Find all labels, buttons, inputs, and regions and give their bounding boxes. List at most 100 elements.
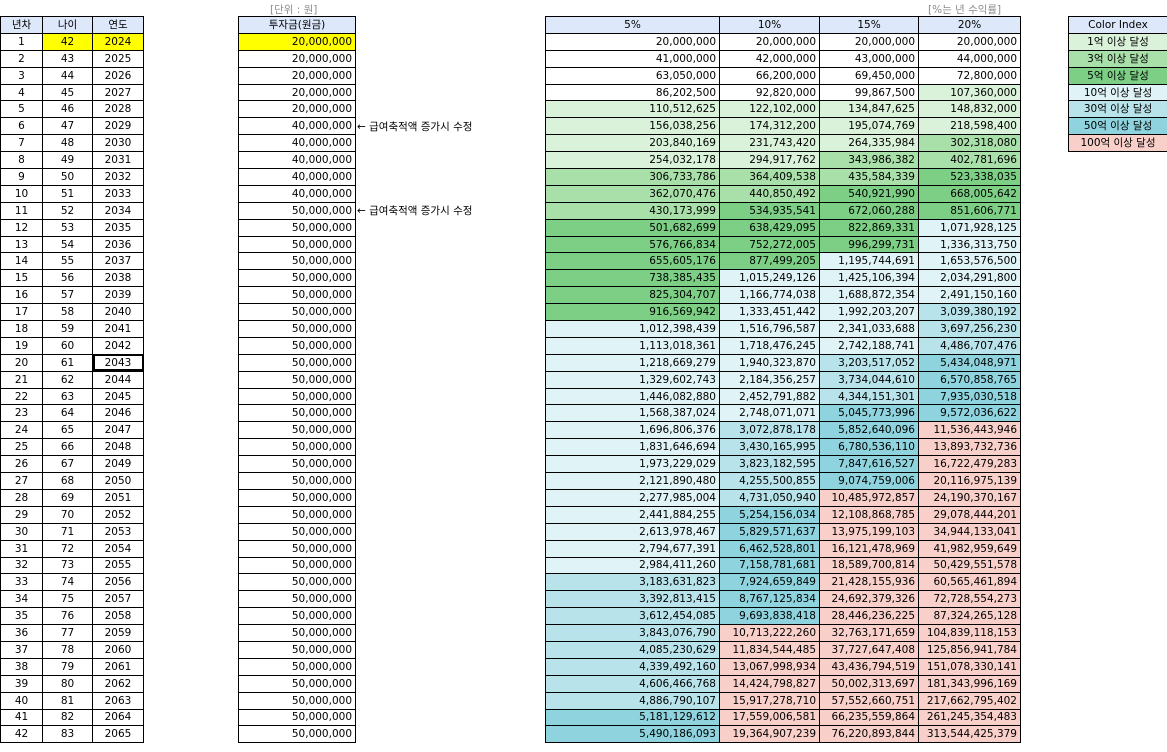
cell-invest[interactable]: 50,000,000 (238, 303, 356, 322)
cell-return-4[interactable]: 60,565,461,894 (918, 573, 1021, 592)
cell-return-4[interactable]: 3,697,256,230 (918, 320, 1021, 338)
cell-age[interactable]: 68 (42, 472, 93, 490)
cell-return-3[interactable]: 16,121,478,969 (819, 539, 919, 558)
cell-age[interactable]: 54 (42, 235, 93, 254)
cell-return-2[interactable]: 3,823,182,595 (719, 455, 820, 474)
header-age[interactable]: 나이 (42, 16, 93, 34)
cell-return-1[interactable]: 1,973,229,029 (545, 455, 720, 474)
cell-invest[interactable]: 50,000,000 (238, 269, 356, 288)
cell-return-1[interactable]: 738,385,435 (545, 269, 720, 288)
cell-return-4[interactable]: 1,336,313,750 (918, 235, 1021, 254)
cell-age[interactable]: 44 (42, 66, 93, 85)
cell-return-2[interactable]: 9,693,838,418 (719, 607, 820, 626)
cell-invest[interactable]: 50,000,000 (238, 336, 356, 355)
cell-return-4[interactable]: 5,434,048,971 (918, 353, 1021, 372)
cell-return-2[interactable]: 364,409,538 (719, 168, 820, 186)
cell-year-no[interactable]: 30 (0, 522, 43, 541)
cell-return-4[interactable]: 302,318,080 (918, 134, 1021, 153)
cell-return-3[interactable]: 9,074,759,006 (819, 472, 919, 490)
cell-invest[interactable]: 50,000,000 (238, 590, 356, 609)
cell-invest[interactable]: 40,000,000 (238, 151, 356, 170)
cell-return-2[interactable]: 638,429,095 (719, 218, 820, 237)
cell-return-1[interactable]: 2,121,890,480 (545, 472, 720, 490)
cell-age[interactable]: 48 (42, 134, 93, 153)
cell-return-2[interactable]: 4,731,050,940 (719, 488, 820, 507)
cell-year-no[interactable]: 35 (0, 607, 43, 626)
cell-return-2[interactable]: 10,713,222,260 (719, 624, 820, 642)
cell-year[interactable]: 2059 (92, 624, 144, 642)
cell-year-no[interactable]: 1 (0, 32, 43, 51)
cell-invest[interactable]: 50,000,000 (238, 404, 356, 423)
cell-age[interactable]: 77 (42, 624, 93, 642)
cell-return-4[interactable]: 16,722,479,283 (918, 455, 1021, 474)
cell-invest[interactable]: 50,000,000 (238, 657, 356, 676)
cell-return-4[interactable]: 50,429,551,578 (918, 556, 1021, 575)
header-rate-4[interactable]: 20% (918, 16, 1021, 34)
cell-year[interactable]: 2035 (92, 218, 144, 237)
cell-return-3[interactable]: 20,000,000 (819, 32, 919, 51)
cell-return-3[interactable]: 24,692,379,326 (819, 590, 919, 609)
cell-invest[interactable]: 20,000,000 (238, 32, 356, 51)
cell-year-no[interactable]: 12 (0, 218, 43, 237)
cell-year-no[interactable]: 24 (0, 421, 43, 440)
cell-return-1[interactable]: 2,613,978,467 (545, 522, 720, 541)
cell-return-1[interactable]: 1,113,018,361 (545, 336, 720, 355)
cell-invest[interactable]: 50,000,000 (238, 573, 356, 592)
cell-year[interactable]: 2050 (92, 472, 144, 490)
cell-return-1[interactable]: 156,038,256 (545, 117, 720, 136)
cell-return-4[interactable]: 313,544,425,379 (918, 725, 1021, 744)
cell-invest[interactable]: 50,000,000 (238, 725, 356, 744)
cell-return-3[interactable]: 435,584,339 (819, 168, 919, 186)
cell-return-3[interactable]: 1,425,106,394 (819, 269, 919, 288)
legend-title[interactable]: Color Index (1068, 16, 1167, 34)
cell-return-1[interactable]: 916,569,942 (545, 303, 720, 322)
cell-year-no[interactable]: 21 (0, 370, 43, 389)
cell-return-2[interactable]: 440,850,492 (719, 184, 820, 203)
cell-return-1[interactable]: 1,218,669,279 (545, 353, 720, 372)
cell-invest[interactable]: 20,000,000 (238, 49, 356, 68)
cell-invest[interactable]: 20,000,000 (238, 66, 356, 85)
cell-return-1[interactable]: 254,032,178 (545, 151, 720, 170)
cell-year[interactable]: 2057 (92, 590, 144, 609)
cell-age[interactable]: 73 (42, 556, 93, 575)
cell-invest[interactable]: 50,000,000 (238, 708, 356, 727)
cell-return-4[interactable]: 6,570,858,765 (918, 370, 1021, 389)
cell-return-2[interactable]: 6,462,528,801 (719, 539, 820, 558)
cell-return-1[interactable]: 3,843,076,790 (545, 624, 720, 642)
cell-year-no[interactable]: 34 (0, 590, 43, 609)
cell-return-2[interactable]: 17,559,006,581 (719, 708, 820, 727)
cell-year-no[interactable]: 10 (0, 184, 43, 203)
cell-return-1[interactable]: 2,441,884,255 (545, 505, 720, 524)
cell-year[interactable]: 2055 (92, 556, 144, 575)
cell-age[interactable]: 79 (42, 657, 93, 676)
cell-return-4[interactable]: 1,071,928,125 (918, 218, 1021, 237)
cell-return-3[interactable]: 7,847,616,527 (819, 455, 919, 474)
cell-return-1[interactable]: 4,606,466,768 (545, 674, 720, 693)
cell-invest[interactable]: 50,000,000 (238, 438, 356, 457)
cell-age[interactable]: 65 (42, 421, 93, 440)
cell-return-1[interactable]: 203,840,169 (545, 134, 720, 153)
cell-return-2[interactable]: 877,499,205 (719, 252, 820, 271)
cell-return-3[interactable]: 43,000,000 (819, 49, 919, 68)
cell-year-no[interactable]: 5 (0, 100, 43, 119)
cell-return-1[interactable]: 5,490,186,093 (545, 725, 720, 744)
cell-age[interactable]: 49 (42, 151, 93, 170)
cell-return-2[interactable]: 294,917,762 (719, 151, 820, 170)
cell-return-2[interactable]: 1,516,796,587 (719, 320, 820, 338)
cell-return-3[interactable]: 996,299,731 (819, 235, 919, 254)
cell-return-4[interactable]: 29,078,444,201 (918, 505, 1021, 524)
cell-year[interactable]: 2030 (92, 134, 144, 153)
cell-year-no[interactable]: 2 (0, 49, 43, 68)
cell-year[interactable]: 2049 (92, 455, 144, 474)
cell-invest[interactable]: 50,000,000 (238, 556, 356, 575)
cell-return-1[interactable]: 110,512,625 (545, 100, 720, 119)
cell-year[interactable]: 2064 (92, 708, 144, 727)
cell-return-2[interactable]: 231,743,420 (719, 134, 820, 153)
cell-return-3[interactable]: 99,867,500 (819, 83, 919, 102)
cell-invest[interactable]: 50,000,000 (238, 455, 356, 474)
cell-year-no[interactable]: 28 (0, 488, 43, 507)
cell-return-2[interactable]: 3,430,165,995 (719, 438, 820, 457)
cell-year[interactable]: 2062 (92, 674, 144, 693)
cell-return-2[interactable]: 122,102,000 (719, 100, 820, 119)
cell-age[interactable]: 70 (42, 505, 93, 524)
